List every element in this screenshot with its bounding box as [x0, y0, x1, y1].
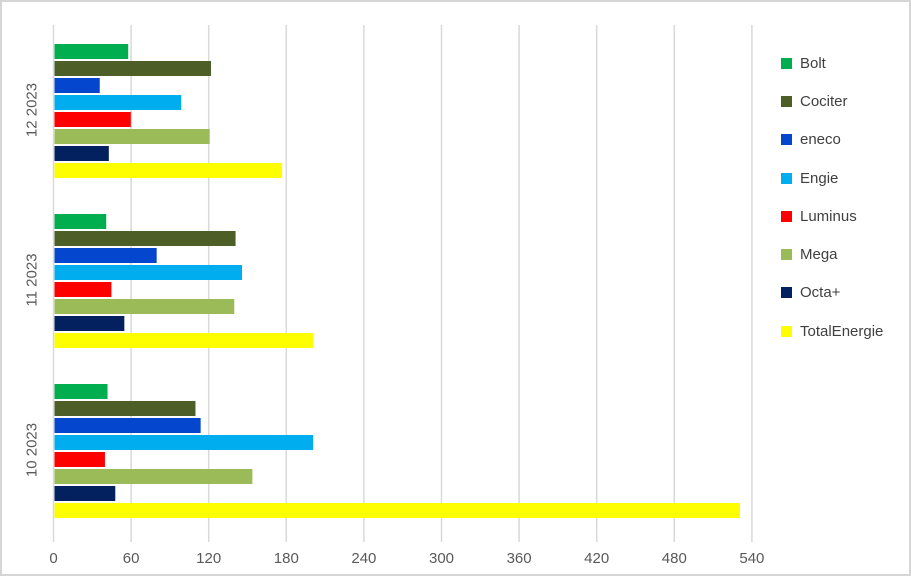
legend-label-engie: Engie — [800, 169, 839, 187]
legend-item-bolt: Bolt — [781, 44, 883, 82]
legend-label-bolt: Bolt — [800, 54, 826, 72]
bar-bolt-12-2023 — [54, 44, 129, 59]
x-axis-tick-label-60: 60 — [123, 550, 140, 567]
bar-octa-10-2023 — [54, 486, 116, 501]
y-axis-category-label-11-2023: 11 2023 — [24, 253, 41, 306]
legend-item-eneco: eneco — [781, 121, 883, 159]
x-axis-tick-label-180: 180 — [274, 550, 299, 567]
bar-octa-12-2023 — [54, 146, 109, 161]
bar-luminus-10-2023 — [54, 452, 105, 467]
legend-swatch-mega — [781, 249, 792, 261]
legend-label-mega: Mega — [800, 246, 838, 264]
x-axis-tick-label-300: 300 — [429, 550, 454, 567]
bar-cociter-12-2023 — [54, 61, 211, 76]
bar-totalenergie-10-2023 — [54, 503, 740, 518]
x-axis-tick-label-540: 540 — [739, 550, 764, 567]
bar-luminus-11-2023 — [54, 282, 112, 297]
legend-swatch-eneco — [781, 134, 792, 146]
x-axis-tick-label-480: 480 — [662, 550, 687, 567]
x-axis-tick-label-0: 0 — [49, 550, 57, 567]
bar-engie-12-2023 — [54, 95, 182, 110]
x-axis-tick-label-240: 240 — [351, 550, 376, 567]
bar-totalenergie-12-2023 — [54, 163, 283, 178]
bar-eneco-11-2023 — [54, 248, 157, 263]
chart-legend: Bolt Cociter eneco Engie Luminus Mega Octa+ Tot… — [781, 44, 883, 350]
legend-label-totalenergie: TotalEnergie — [800, 322, 884, 340]
legend-item-luminus: Luminus — [781, 197, 883, 235]
legend-item-cociter: Cociter — [781, 82, 883, 120]
bar-mega-11-2023 — [54, 299, 235, 314]
legend-swatch-octa — [781, 287, 792, 299]
bar-engie-11-2023 — [54, 265, 243, 280]
bar-engie-10-2023 — [54, 435, 314, 450]
legend-item-engie: Engie — [781, 159, 883, 197]
bar-cociter-10-2023 — [54, 401, 196, 416]
x-axis-tick-label-120: 120 — [196, 550, 221, 567]
legend-label-octa: Octa+ — [800, 284, 841, 302]
legend-swatch-engie — [781, 172, 792, 184]
bar-bolt-10-2023 — [54, 384, 108, 399]
bar-luminus-12-2023 — [54, 112, 131, 127]
bar-totalenergie-11-2023 — [54, 333, 314, 348]
legend-item-mega: Mega — [781, 235, 883, 273]
legend-label-eneco: eneco — [800, 131, 841, 149]
x-axis-tick-label-420: 420 — [584, 550, 609, 567]
y-axis-category-label-12-2023: 12 2023 — [24, 83, 41, 137]
legend-label-luminus: Luminus — [800, 207, 857, 225]
bar-bolt-11-2023 — [54, 214, 107, 229]
bar-eneco-12-2023 — [54, 78, 100, 93]
bar-mega-10-2023 — [54, 469, 253, 484]
legend-item-octa: Octa+ — [781, 274, 883, 312]
legend-swatch-bolt — [781, 57, 792, 69]
legend-swatch-cociter — [781, 95, 792, 107]
bar-mega-12-2023 — [54, 129, 210, 144]
legend-swatch-totalenergie — [781, 325, 792, 337]
y-axis-category-label-10-2023: 10 2023 — [24, 423, 41, 477]
x-axis-tick-label-360: 360 — [507, 550, 532, 567]
legend-item-totalenergie: TotalEnergie — [781, 312, 883, 350]
bar-octa-11-2023 — [54, 316, 125, 331]
legend-swatch-luminus — [781, 210, 792, 222]
legend-label-cociter: Cociter — [800, 92, 848, 110]
bar-cociter-11-2023 — [54, 231, 236, 246]
bar-eneco-10-2023 — [54, 418, 201, 433]
